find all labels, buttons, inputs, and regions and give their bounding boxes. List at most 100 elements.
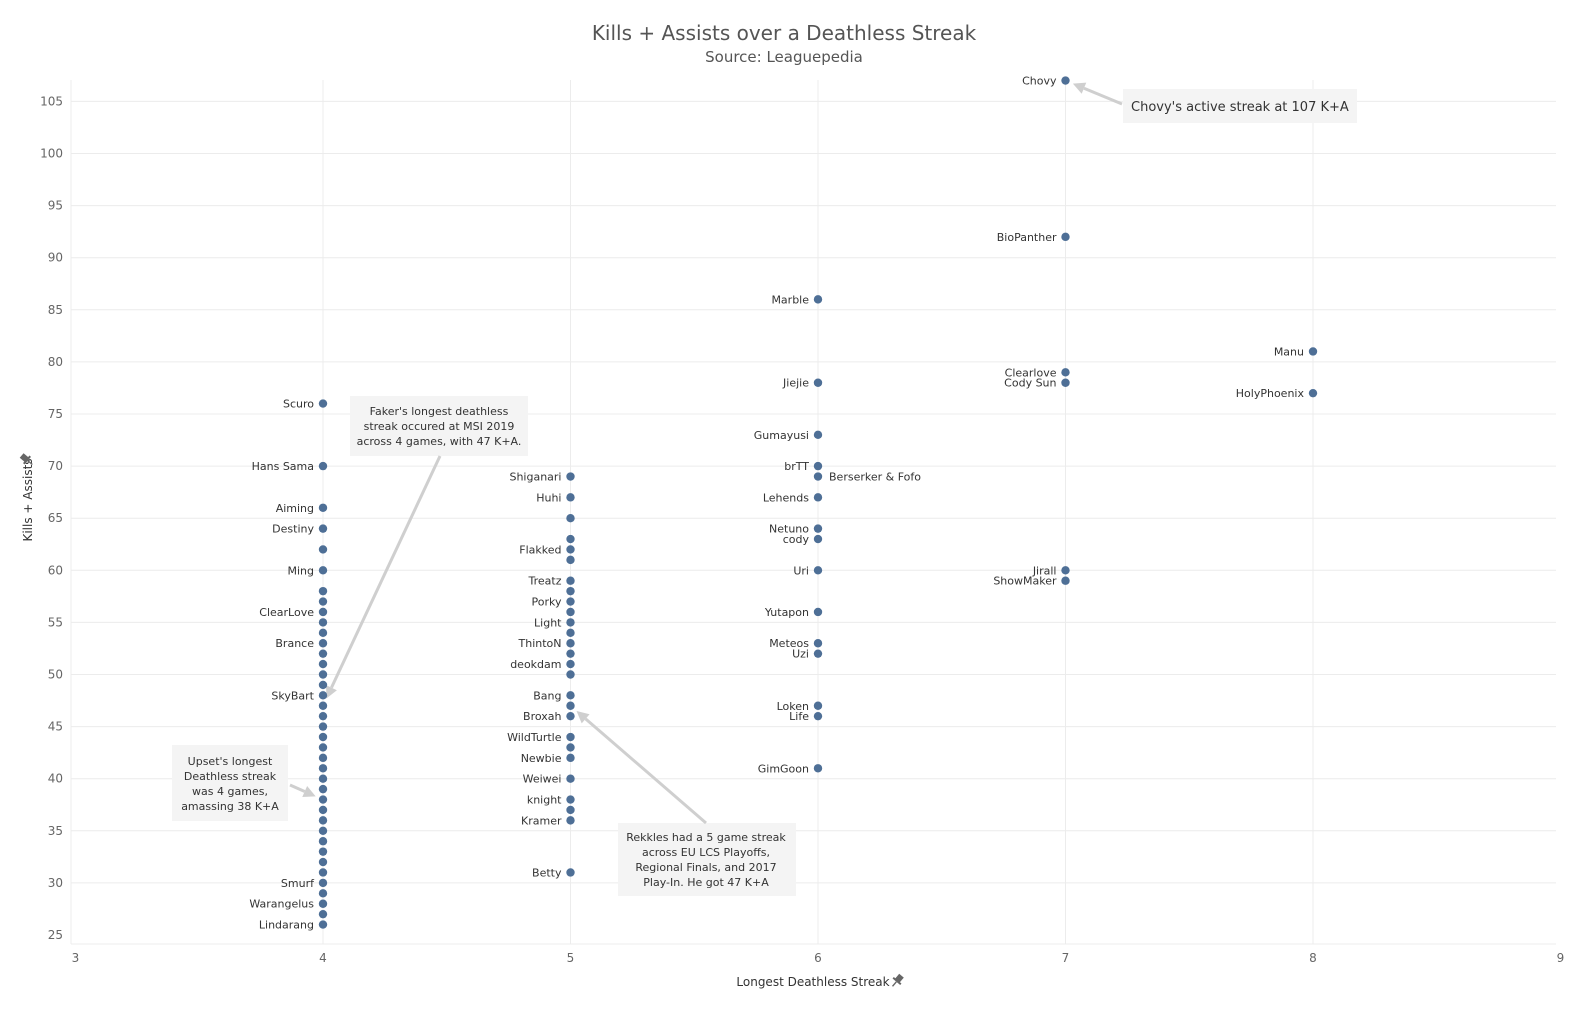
data-point[interactable]	[318, 857, 328, 867]
data-point[interactable]	[813, 534, 823, 544]
data-point[interactable]	[318, 732, 328, 742]
data-point[interactable]	[318, 774, 328, 783]
data-point[interactable]	[813, 472, 823, 481]
data-point[interactable]	[813, 764, 823, 773]
data-point[interactable]	[566, 868, 575, 877]
data-point[interactable]	[566, 701, 575, 710]
data-point[interactable]	[318, 545, 328, 554]
data-point[interactable]	[566, 493, 575, 502]
data-point[interactable]	[318, 503, 328, 512]
point-label: ClearLove	[259, 606, 314, 619]
annotation-box	[1123, 89, 1357, 123]
data-point[interactable]	[318, 743, 328, 752]
data-point[interactable]	[318, 826, 328, 835]
data-point[interactable]	[566, 753, 575, 763]
data-point[interactable]	[318, 837, 328, 846]
data-point[interactable]	[318, 722, 328, 731]
data-point[interactable]	[318, 639, 328, 648]
data-point[interactable]	[318, 399, 328, 408]
data-point[interactable]	[813, 524, 823, 533]
data-point[interactable]	[318, 461, 328, 471]
data-point[interactable]	[566, 659, 575, 669]
data-point[interactable]	[1308, 388, 1318, 398]
point-label: Jiejie	[782, 377, 809, 390]
data-point[interactable]	[318, 711, 328, 721]
y-tick-label: 55	[48, 615, 63, 629]
data-point[interactable]	[1061, 232, 1070, 242]
data-point[interactable]	[318, 899, 328, 908]
data-point[interactable]	[318, 784, 328, 794]
data-point[interactable]	[566, 586, 575, 596]
data-point[interactable]	[318, 764, 328, 773]
data-point[interactable]	[566, 774, 575, 783]
data-point[interactable]	[566, 732, 575, 742]
point-label: Loken	[777, 700, 809, 713]
data-point[interactable]	[1061, 76, 1070, 85]
data-point[interactable]	[318, 628, 328, 638]
y-axis-pin-icon[interactable]	[18, 452, 35, 469]
data-point[interactable]	[566, 514, 575, 523]
data-point[interactable]	[318, 680, 328, 690]
data-point[interactable]	[318, 670, 328, 679]
data-point[interactable]	[566, 816, 575, 825]
data-point[interactable]	[566, 597, 575, 606]
data-point[interactable]	[566, 805, 575, 815]
data-point[interactable]	[318, 753, 328, 763]
data-point[interactable]	[566, 670, 575, 679]
data-point[interactable]	[813, 493, 823, 502]
data-point[interactable]	[318, 920, 328, 929]
data-point[interactable]	[566, 649, 575, 658]
data-point[interactable]	[1061, 576, 1070, 585]
data-point[interactable]	[566, 472, 575, 481]
data-point[interactable]	[318, 649, 328, 658]
data-point[interactable]	[1308, 347, 1318, 356]
data-point[interactable]	[813, 701, 823, 710]
data-point[interactable]	[566, 607, 575, 617]
data-point[interactable]	[1061, 368, 1070, 377]
data-point[interactable]	[566, 545, 575, 554]
data-point[interactable]	[813, 639, 823, 648]
data-point[interactable]	[566, 534, 575, 544]
data-point[interactable]	[813, 649, 823, 658]
data-point[interactable]	[318, 805, 328, 815]
data-point[interactable]	[566, 691, 575, 700]
data-point[interactable]	[318, 607, 328, 617]
data-point[interactable]	[318, 566, 328, 575]
point-label: Kramer	[521, 814, 562, 827]
data-point[interactable]	[813, 295, 823, 304]
data-point[interactable]	[566, 628, 575, 638]
data-point[interactable]	[566, 711, 575, 721]
data-point[interactable]	[318, 909, 328, 919]
data-point[interactable]	[318, 878, 328, 888]
data-point[interactable]	[318, 795, 328, 804]
data-point[interactable]	[318, 597, 328, 606]
data-point[interactable]	[318, 816, 328, 825]
data-point[interactable]	[566, 576, 575, 585]
data-point[interactable]	[318, 524, 328, 533]
point-label: Netuno	[769, 523, 809, 536]
data-point[interactable]	[813, 607, 823, 617]
data-point[interactable]	[318, 691, 328, 700]
data-point[interactable]	[318, 618, 328, 627]
data-point[interactable]	[318, 586, 328, 596]
data-point[interactable]	[813, 566, 823, 575]
data-point[interactable]	[318, 659, 328, 669]
data-point[interactable]	[318, 701, 328, 710]
x-axis-pin-icon[interactable]	[889, 972, 906, 989]
data-point[interactable]	[813, 461, 823, 471]
data-point[interactable]	[566, 618, 575, 627]
data-point[interactable]	[813, 378, 823, 387]
data-point[interactable]	[1061, 378, 1070, 387]
data-point[interactable]	[566, 555, 575, 565]
data-point[interactable]	[566, 639, 575, 648]
data-point[interactable]	[813, 430, 823, 440]
annotation-arrow	[584, 717, 707, 825]
data-point[interactable]	[566, 743, 575, 752]
data-point[interactable]	[318, 847, 328, 856]
data-point[interactable]	[813, 711, 823, 721]
data-point[interactable]	[1061, 566, 1070, 575]
data-point[interactable]	[318, 868, 328, 877]
data-point[interactable]	[566, 795, 575, 804]
data-point[interactable]	[318, 889, 328, 898]
point-label: Ming	[287, 564, 314, 577]
